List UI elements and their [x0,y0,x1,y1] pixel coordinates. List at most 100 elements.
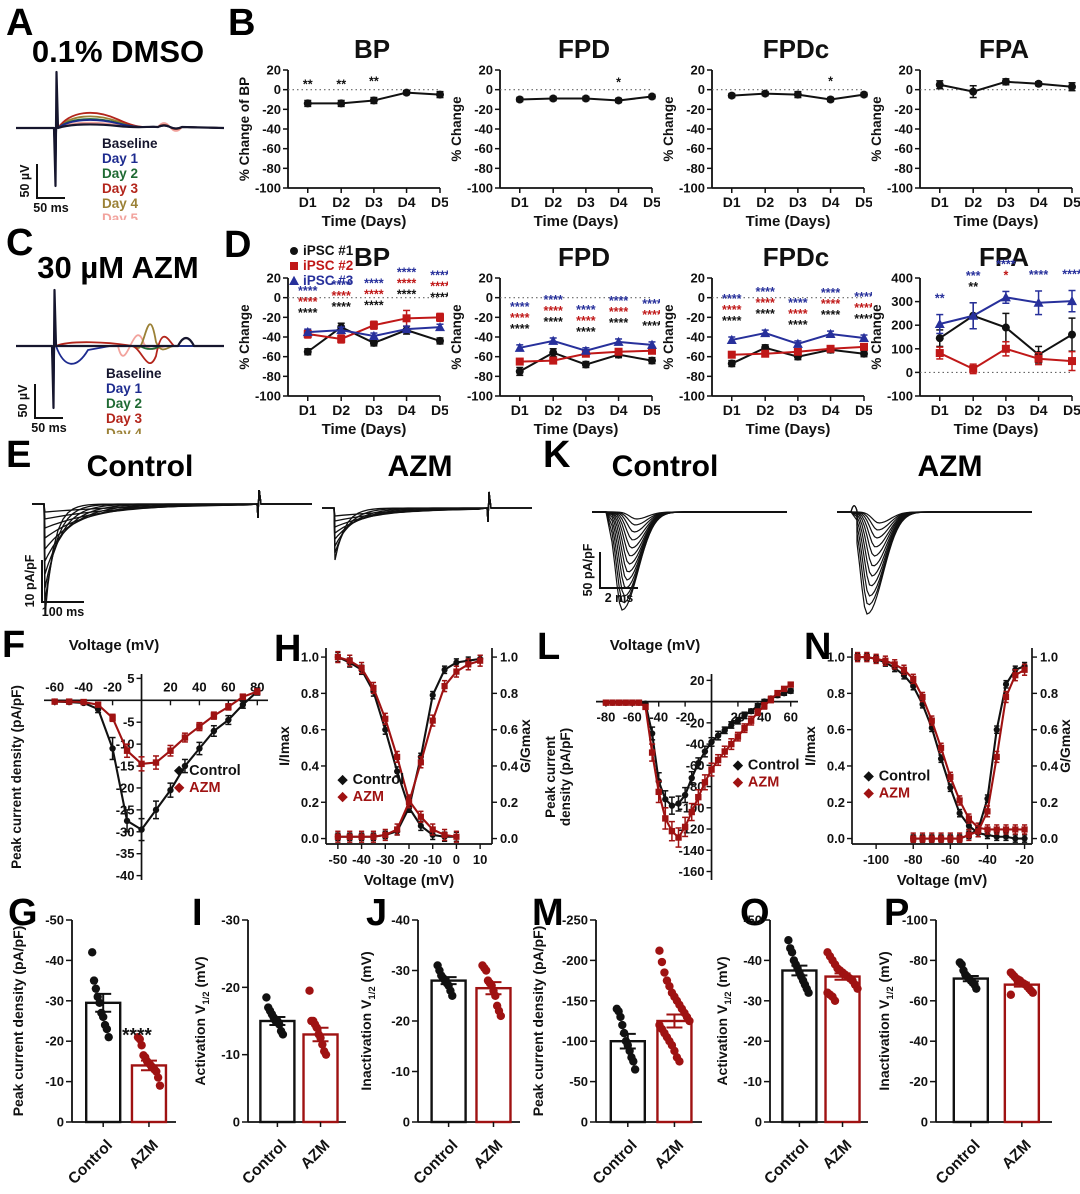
svg-text:D5: D5 [855,402,872,418]
panel-letter-p: P [884,892,910,934]
chart-b-fpa: FPA 20 0 -20 -40 -60 -80 -100 % Change D1 D2 D3 D4 D5… [866,34,1080,234]
svg-text:-40: -40 [909,1034,928,1049]
svg-text:-30: -30 [376,852,395,867]
svg-text:-40: -40 [262,330,281,345]
svg-text:D2: D2 [544,402,562,418]
svg-text:Control: Control [65,1137,116,1188]
svg-text:Baseline: Baseline [102,136,158,151]
svg-text:FPA: FPA [979,242,1029,272]
svg-text:Control: Control [239,1137,290,1188]
svg-text:AZM: AZM [652,1137,688,1173]
panel-letter-g: G [8,892,38,934]
svg-text:D3: D3 [365,194,383,210]
svg-text:% Change: % Change [869,96,884,162]
chart-o-activation-v12: -50 -40 -30 -20 -10 0 Activation V1/2 (mV) Cont… [710,902,874,1192]
svg-text:Voltage (mV): Voltage (mV) [364,872,455,889]
svg-text:% Change: % Change [869,304,884,370]
svg-text:Time (Days): Time (Days) [322,213,407,230]
svg-text:20: 20 [163,679,177,694]
svg-text:****: **** [298,295,318,309]
svg-text:-40: -40 [45,953,64,968]
svg-text:****: **** [430,290,448,304]
svg-text:-20: -20 [686,310,705,325]
svg-text:-80: -80 [262,369,281,384]
svg-text:****: **** [397,287,417,301]
svg-text:D5: D5 [431,402,448,418]
panel-letter-h: H [274,628,302,670]
svg-text:-20: -20 [474,310,493,325]
svg-text:% Change: % Change [449,304,464,370]
svg-text:0: 0 [403,1115,410,1130]
svg-text:-20: -20 [45,1034,64,1049]
svg-text:****: **** [510,300,530,314]
svg-text:-40: -40 [474,330,493,345]
chart-i-activation-v12: -30 -20 -10 0 Activation V1/2 (mV) Control AZM [188,902,352,1192]
svg-text:D1: D1 [723,402,741,418]
svg-text:Inactivation V1/2 (mV): Inactivation V1/2 (mV) [876,951,896,1090]
svg-text:20: 20 [267,63,281,78]
svg-text:****: **** [642,308,660,322]
svg-text:-20: -20 [894,102,913,117]
svg-text:Control: Control [189,763,241,779]
svg-text:-80: -80 [686,369,705,384]
svg-text:0: 0 [57,1115,64,1130]
svg-text:Inactivation V1/2 (mV): Inactivation V1/2 (mV) [358,951,378,1090]
svg-text:-20: -20 [909,1074,928,1089]
svg-text:AZM: AZM [126,1137,162,1173]
svg-text:-100: -100 [887,181,913,196]
svg-text:D2: D2 [756,402,774,418]
svg-text:-40: -40 [894,122,913,137]
svg-text:**: ** [336,77,346,91]
svg-text:Time (Days): Time (Days) [534,421,619,438]
svg-text:-20: -20 [262,102,281,117]
svg-text:D4: D4 [398,402,416,418]
panel-letter-n: N [804,626,832,668]
svg-text:D2: D2 [964,402,982,418]
svg-text:****: **** [298,306,318,320]
svg-text:200: 200 [891,318,913,333]
svg-text:-40: -40 [474,122,493,137]
svg-text:****: **** [821,297,841,311]
chart-h-gating-calcium: 0.0 0.0 0.2 0.2 0.4 0.4 0.6 0.6 0.8 0.8 1.0 1.0 -50-… [276,634,538,892]
svg-text:FPD: FPD [558,242,610,272]
svg-text:****: **** [609,316,629,330]
svg-text:****: **** [788,318,808,332]
panel-letter-i: I [192,892,203,934]
svg-text:0.8: 0.8 [827,686,845,701]
svg-text:0: 0 [906,365,913,380]
svg-text:1.0: 1.0 [500,650,518,665]
svg-text:20: 20 [267,271,281,286]
svg-text:5: 5 [127,671,134,686]
svg-text:-100: -100 [467,181,493,196]
svg-text:0: 0 [274,82,281,97]
svg-text:0.6: 0.6 [1040,722,1058,737]
svg-text:-30: -30 [391,963,410,978]
svg-text:-140: -140 [678,843,704,858]
svg-text:****: **** [996,257,1016,271]
chart-b-bp: BP 20 0 -20 -40 -60 -80 -100% Change of BP D1 D2 D… [234,34,449,234]
panel-letter-c: C [6,222,34,264]
svg-text:****: **** [642,297,660,311]
svg-text:0: 0 [698,290,705,305]
svg-text:FPA: FPA [979,34,1029,64]
svg-text:Control: Control [410,1137,461,1188]
svg-text:****: **** [722,314,742,328]
svg-text:*: * [1003,268,1008,282]
svg-text:0: 0 [453,852,460,867]
svg-text:BP: BP [354,34,390,64]
svg-text:****: **** [755,285,775,299]
svg-text:-100: -100 [562,1034,588,1049]
svg-text:-200: -200 [562,953,588,968]
svg-text:I/Imax: I/Imax [276,726,292,766]
svg-text:Day 4: Day 4 [106,426,143,434]
svg-text:AZM: AZM [189,780,220,796]
svg-text:-60: -60 [45,679,64,694]
svg-text:-10: -10 [743,1074,762,1089]
svg-text:Control: Control [353,772,405,788]
svg-text:-30: -30 [743,993,762,1008]
svg-text:D5: D5 [643,402,660,418]
svg-text:-80: -80 [597,710,616,725]
svg-text:****: **** [331,278,351,292]
chart-m-peak-density: -250 -200 -150 -100 -50 0 Peak current density… [526,902,708,1192]
svg-text:D2: D2 [756,194,774,210]
